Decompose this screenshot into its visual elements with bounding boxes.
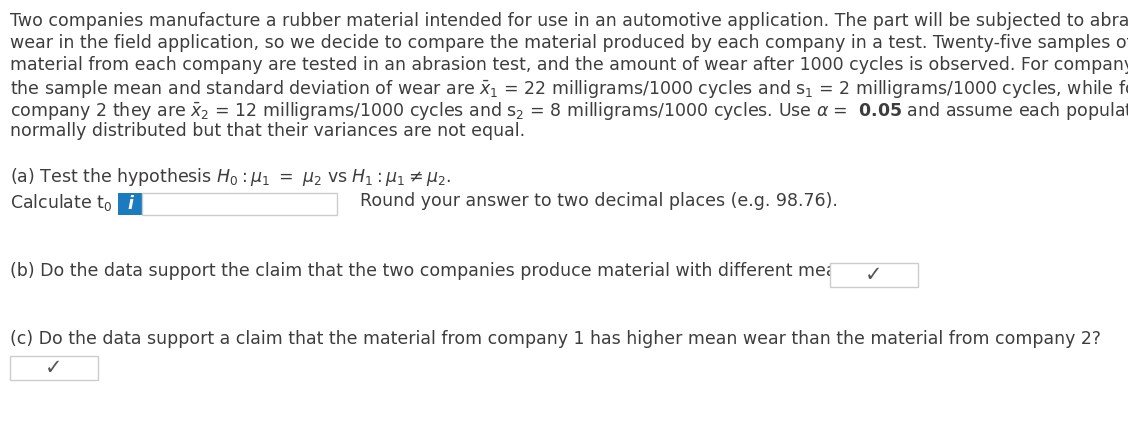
Text: wear in the field application, so we decide to compare the material produced by : wear in the field application, so we dec… [10, 34, 1128, 52]
Text: normally distributed but that their variances are not equal.: normally distributed but that their vari… [10, 122, 526, 140]
Text: i: i [127, 195, 133, 213]
FancyBboxPatch shape [10, 356, 98, 380]
Text: the sample mean and standard deviation of wear are $\bar{x}_1$ = 22 milligrams/1: the sample mean and standard deviation o… [10, 78, 1128, 100]
FancyBboxPatch shape [142, 193, 337, 215]
Text: ✓: ✓ [865, 265, 883, 285]
Text: material from each company are tested in an abrasion test, and the amount of wea: material from each company are tested in… [10, 56, 1128, 74]
Text: (a) Test the hypothesis $H_0 : \mu_1\ =\ \mu_2$ vs $H_1 : \mu_1 \neq \mu_2$.: (a) Test the hypothesis $H_0 : \mu_1\ =\… [10, 166, 451, 188]
Text: (c) Do the data support a claim that the material from company 1 has higher mean: (c) Do the data support a claim that the… [10, 330, 1101, 348]
Text: Round your answer to two decimal places (e.g. 98.76).: Round your answer to two decimal places … [360, 192, 838, 210]
Text: ✓: ✓ [45, 358, 63, 378]
Text: (b) Do the data support the claim that the two companies produce material with d: (b) Do the data support the claim that t… [10, 262, 905, 280]
Text: company 2 they are $\bar{x}_2$ = 12 milligrams/1000 cycles and s$_2$ = 8 milligr: company 2 they are $\bar{x}_2$ = 12 mill… [10, 100, 1128, 122]
FancyBboxPatch shape [118, 193, 142, 215]
FancyBboxPatch shape [830, 263, 918, 287]
Text: Two companies manufacture a rubber material intended for use in an automotive ap: Two companies manufacture a rubber mater… [10, 12, 1128, 30]
Text: Calculate t$_0$ =: Calculate t$_0$ = [10, 192, 134, 213]
